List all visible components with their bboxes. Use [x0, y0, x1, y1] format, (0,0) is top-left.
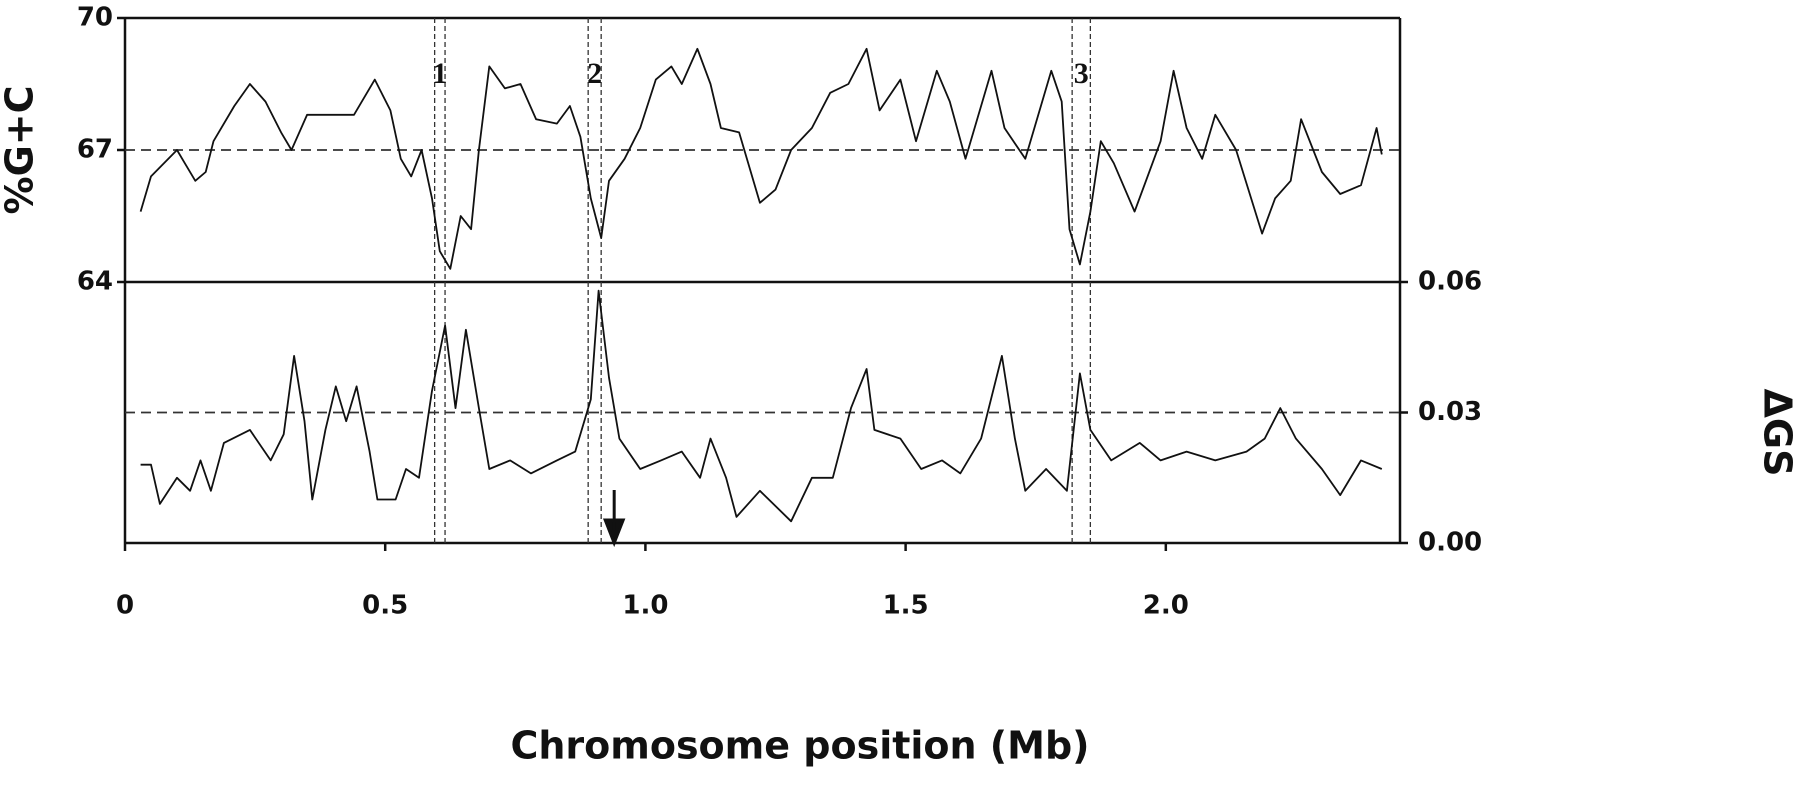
- y-tick-label: 70: [77, 3, 113, 33]
- region-label: 3: [1074, 57, 1089, 90]
- x-tick-label: 0.5: [362, 591, 408, 621]
- data-line: [139, 47, 1383, 270]
- y-tick-label: 0.06: [1418, 267, 1482, 297]
- region-label: 1: [432, 57, 447, 90]
- x-tick-label: 2.0: [1143, 591, 1189, 621]
- data-line: [140, 289, 1383, 523]
- y-axis-label: %G+C: [0, 86, 42, 215]
- y-tick-label: 0.00: [1418, 528, 1482, 558]
- y-tick-label: 0.03: [1418, 397, 1482, 427]
- arrow: [602, 490, 626, 548]
- region-label: 2: [587, 57, 602, 90]
- x-axis-label: Chromosome position (Mb): [510, 724, 1089, 768]
- x-tick-label: 0: [116, 591, 134, 621]
- x-tick-label: 1.5: [883, 591, 929, 621]
- y-tick-label: 64: [77, 267, 113, 297]
- y-axis-label: ΔGS: [1756, 389, 1800, 477]
- x-tick-label: 1.0: [622, 591, 668, 621]
- y-tick-label: 67: [77, 135, 113, 165]
